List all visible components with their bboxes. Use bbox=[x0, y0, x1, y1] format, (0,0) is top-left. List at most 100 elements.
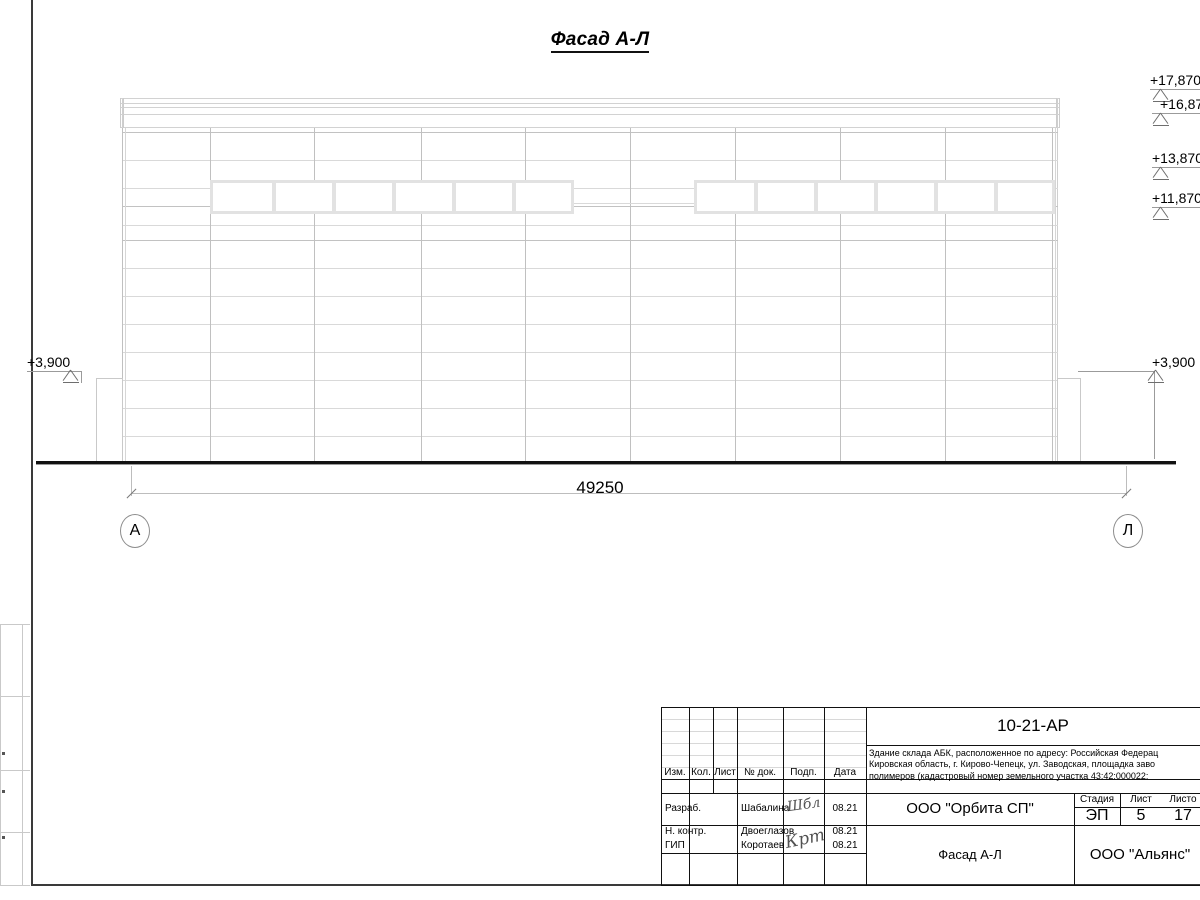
axis-bubble-right: Л bbox=[1113, 514, 1143, 548]
panel-joint-line bbox=[122, 206, 1058, 207]
role-name-dvoeglazov: Двоеглазов bbox=[741, 826, 795, 838]
axis-bubble-right-label: Л bbox=[1122, 522, 1134, 539]
sheet-total-value: 17 bbox=[1174, 807, 1192, 825]
level-arrow-icon bbox=[1147, 369, 1165, 383]
annex-right bbox=[1057, 378, 1081, 462]
sheet-name: Фасад А-Л bbox=[938, 846, 1002, 862]
window-panel bbox=[273, 180, 335, 214]
facade-column-line bbox=[421, 128, 422, 462]
client-organization: ООО "Альянс" bbox=[1089, 845, 1191, 863]
window-panel bbox=[815, 180, 877, 214]
title-block-col-list: Лист bbox=[714, 767, 736, 779]
panel-joint-line bbox=[122, 352, 1058, 353]
facade-elevation-drawing bbox=[120, 98, 1060, 462]
panel-joint-line bbox=[122, 324, 1058, 325]
window-panel bbox=[513, 180, 574, 214]
level-arrow-icon bbox=[1152, 166, 1170, 180]
stage-header-listov: Листо bbox=[1169, 794, 1197, 806]
window-panel bbox=[694, 180, 757, 214]
window-panel bbox=[210, 180, 275, 214]
sheet-frame-bottom-border bbox=[31, 884, 1200, 886]
title-block-col-data: Дата bbox=[833, 767, 857, 779]
window-panel bbox=[333, 180, 395, 214]
facade-column-line bbox=[1052, 128, 1053, 462]
facade-column-line bbox=[525, 128, 526, 462]
facade-column-line bbox=[314, 128, 315, 462]
sheet-number-value: 5 bbox=[1136, 807, 1146, 825]
role-name-korotaev: Коротаев bbox=[741, 840, 785, 852]
title-block-col-kol: Кол. bbox=[691, 767, 711, 779]
axis-bubble-left: А bbox=[120, 514, 150, 548]
role-label-razrab: Разраб. bbox=[665, 803, 702, 815]
dimension-extension-right bbox=[1126, 466, 1127, 496]
role-label-nkontr: Н. контр. bbox=[665, 826, 707, 838]
level-mark-11870-value: +11,870 bbox=[1152, 190, 1200, 206]
designer-organization: ООО "Орбита СП" bbox=[906, 799, 1034, 817]
object-description: Здание склада АБК, расположенное по адре… bbox=[869, 748, 1159, 781]
panel-joint-line bbox=[122, 436, 1058, 437]
overall-dimension-label: 49250 bbox=[576, 478, 624, 497]
panel-joint-line bbox=[122, 408, 1058, 409]
panel-joint-line bbox=[122, 296, 1058, 297]
facade-column-line bbox=[122, 128, 123, 462]
title-block-col-podp: Подп. bbox=[790, 767, 817, 779]
stage-header-list: Лист bbox=[1130, 794, 1152, 806]
ground-line-shadow bbox=[36, 464, 1176, 465]
panel-joint-line bbox=[122, 132, 1058, 133]
role-date-razrab: 08.21 bbox=[832, 803, 858, 815]
axis-bubble-left-label: А bbox=[129, 522, 141, 539]
annex-left bbox=[96, 378, 123, 462]
panel-joint-line bbox=[122, 160, 1058, 161]
window-panel bbox=[935, 180, 997, 214]
level-arrow-icon bbox=[1152, 206, 1170, 220]
facade-column-line bbox=[945, 128, 946, 462]
signature-razrab: Шбл bbox=[786, 794, 822, 816]
level-arrow-icon bbox=[1152, 112, 1170, 126]
panel-joint-line bbox=[122, 240, 1058, 241]
facade-column-line bbox=[125, 128, 126, 462]
stage-header-stadiya: Стадия bbox=[1079, 794, 1115, 806]
title-block-col-ndok: № док. bbox=[743, 767, 777, 779]
sheet-frame-left-border bbox=[31, 0, 33, 886]
dimension-line bbox=[131, 493, 1126, 494]
drawing-title-text: Фасад А-Л bbox=[550, 29, 650, 53]
role-name-shabalina: Шабалина bbox=[741, 803, 790, 815]
level-mark-3900-right-value: +3,900 bbox=[1152, 354, 1196, 370]
stage-value: ЭП bbox=[1085, 807, 1109, 825]
window-ribbon-left bbox=[210, 180, 574, 214]
level-mark-16870-value: +16,870 bbox=[1160, 96, 1200, 112]
role-label-gip: ГИП bbox=[665, 840, 685, 852]
level-arrow-icon bbox=[1152, 88, 1170, 102]
panel-joint-line bbox=[122, 188, 1058, 189]
panel-joint-line bbox=[122, 380, 1058, 381]
wall-bay-line bbox=[574, 203, 694, 204]
title-block-col-izm: Изм. bbox=[664, 767, 686, 779]
dimension-extension-left bbox=[131, 466, 132, 496]
panel-joint-line bbox=[122, 268, 1058, 269]
facade-column-line bbox=[210, 128, 211, 462]
window-panel bbox=[453, 180, 515, 214]
role-date-gip: 08.21 bbox=[832, 840, 858, 852]
facade-column-line bbox=[630, 128, 631, 462]
panel-joint-line bbox=[122, 225, 1058, 226]
drawing-title: Фасад А-Л bbox=[0, 29, 1200, 53]
title-block: Изм. Кол. Лист № док. Подп. Дата 10-21-А… bbox=[661, 707, 1200, 887]
role-date-nkontr: 08.21 bbox=[832, 826, 858, 838]
window-panel bbox=[755, 180, 817, 214]
level-mark-17870-value: +17,870 bbox=[1150, 72, 1200, 88]
ground-line bbox=[36, 461, 1176, 464]
document-code: 10-21-АР bbox=[997, 716, 1069, 736]
window-panel bbox=[995, 180, 1055, 214]
level-mark-13870-value: +13,870 bbox=[1152, 150, 1200, 166]
facade-column-line bbox=[1055, 128, 1056, 462]
facade-column-line bbox=[840, 128, 841, 462]
level-mark-3900-left-value: +3,900 bbox=[27, 354, 71, 370]
facade-column-line bbox=[735, 128, 736, 462]
side-title-strip bbox=[0, 624, 30, 886]
level-arrow-icon bbox=[62, 369, 80, 383]
window-panel bbox=[875, 180, 937, 214]
parapet-band bbox=[120, 98, 1060, 128]
window-ribbon-right bbox=[694, 180, 1055, 214]
window-panel bbox=[393, 180, 455, 214]
